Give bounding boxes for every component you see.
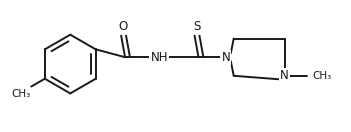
Text: O: O [119,20,128,33]
Text: NH: NH [151,51,168,64]
Text: S: S [193,20,200,33]
Text: CH₃: CH₃ [312,71,331,81]
Text: N: N [221,51,230,64]
Text: CH₃: CH₃ [11,89,30,98]
Text: N: N [280,69,289,82]
